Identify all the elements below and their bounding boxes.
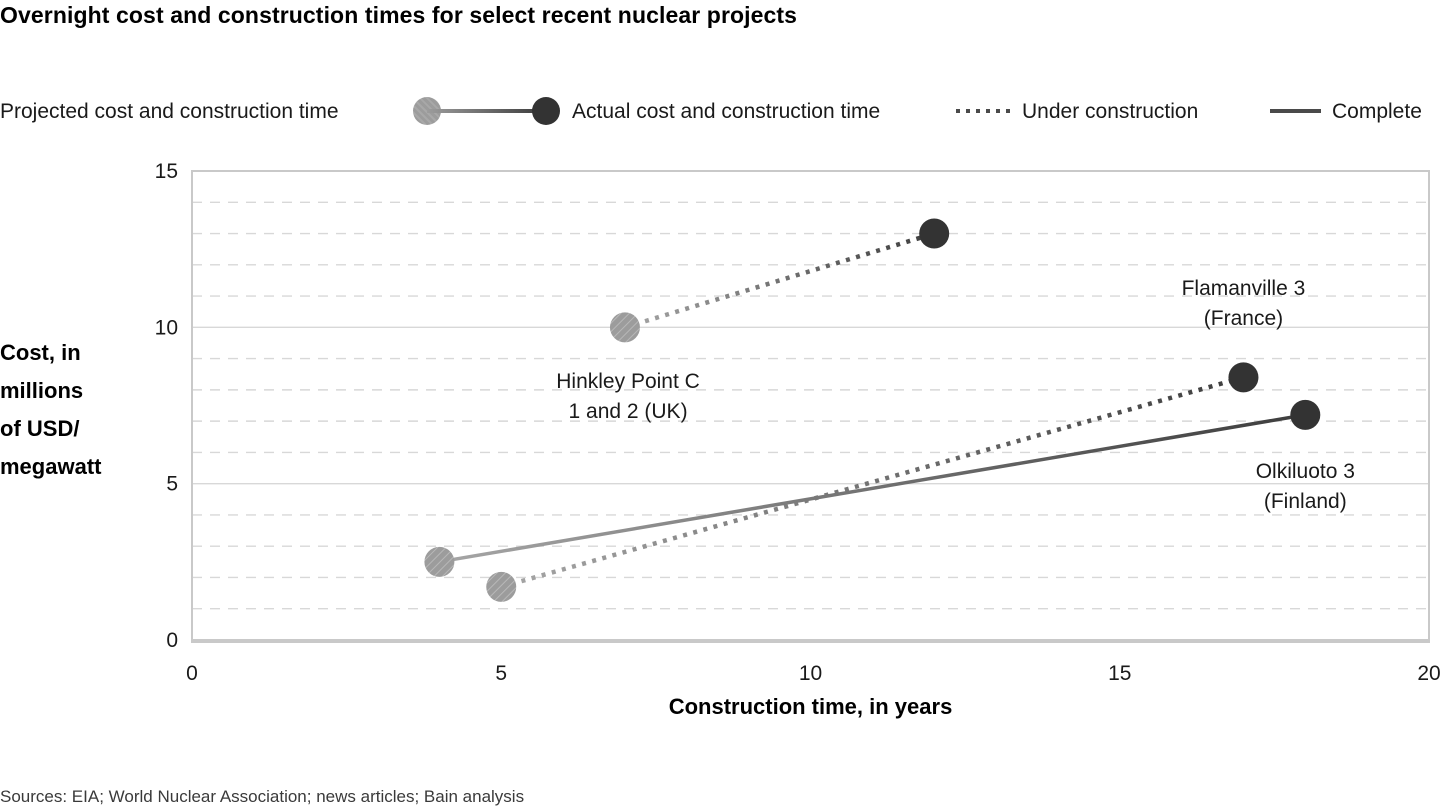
x-axis-title: Construction time, in years [668,694,953,719]
series-label: Olkiluoto 3 (Finland) [1256,460,1355,513]
legend-complete-label: Complete [1332,100,1422,123]
connector-under-construction [624,231,935,330]
legend-dumbbell-swatch [413,97,560,125]
x-tick-0: 0 [186,662,198,685]
projected-point [486,571,517,602]
y-tick-15: 15 [155,160,178,183]
y-tick-5: 5 [166,473,178,496]
series-label: Flamanville 3 (France) [1182,277,1306,330]
projected-point [609,312,640,343]
legend-projected-label: Projected cost and construction time [0,100,339,123]
dumbbell-line-icon [427,109,546,113]
connector-under-construction [500,375,1245,590]
connector-complete [439,413,1306,564]
legend-under-construction-label: Under construction [1022,100,1199,123]
legend: Projected cost and construction time Act… [0,97,1440,129]
y-tick-10: 10 [155,316,178,339]
actual-point [1228,362,1259,393]
x-tick-20: 20 [1417,662,1440,685]
x-tick-5: 5 [495,662,507,685]
x-tick-15: 15 [1108,662,1131,685]
legend-actual-label: Actual cost and construction time [572,100,881,123]
solid-line-icon [1270,109,1321,113]
actual-dot-icon [532,97,560,125]
actual-point [1290,399,1321,430]
projected-point [424,546,455,577]
y-tick-0: 0 [166,629,178,652]
actual-point [919,218,950,249]
plot-border [191,170,1430,641]
y-axis-title: Cost, in millions of USD/ megawatt [0,340,102,479]
dotted-line-icon [956,109,1013,113]
chart-title: Overnight cost and construction times fo… [0,2,798,28]
x-tick-10: 10 [799,662,822,685]
sources-note: Sources: EIA; World Nuclear Association;… [0,787,525,806]
